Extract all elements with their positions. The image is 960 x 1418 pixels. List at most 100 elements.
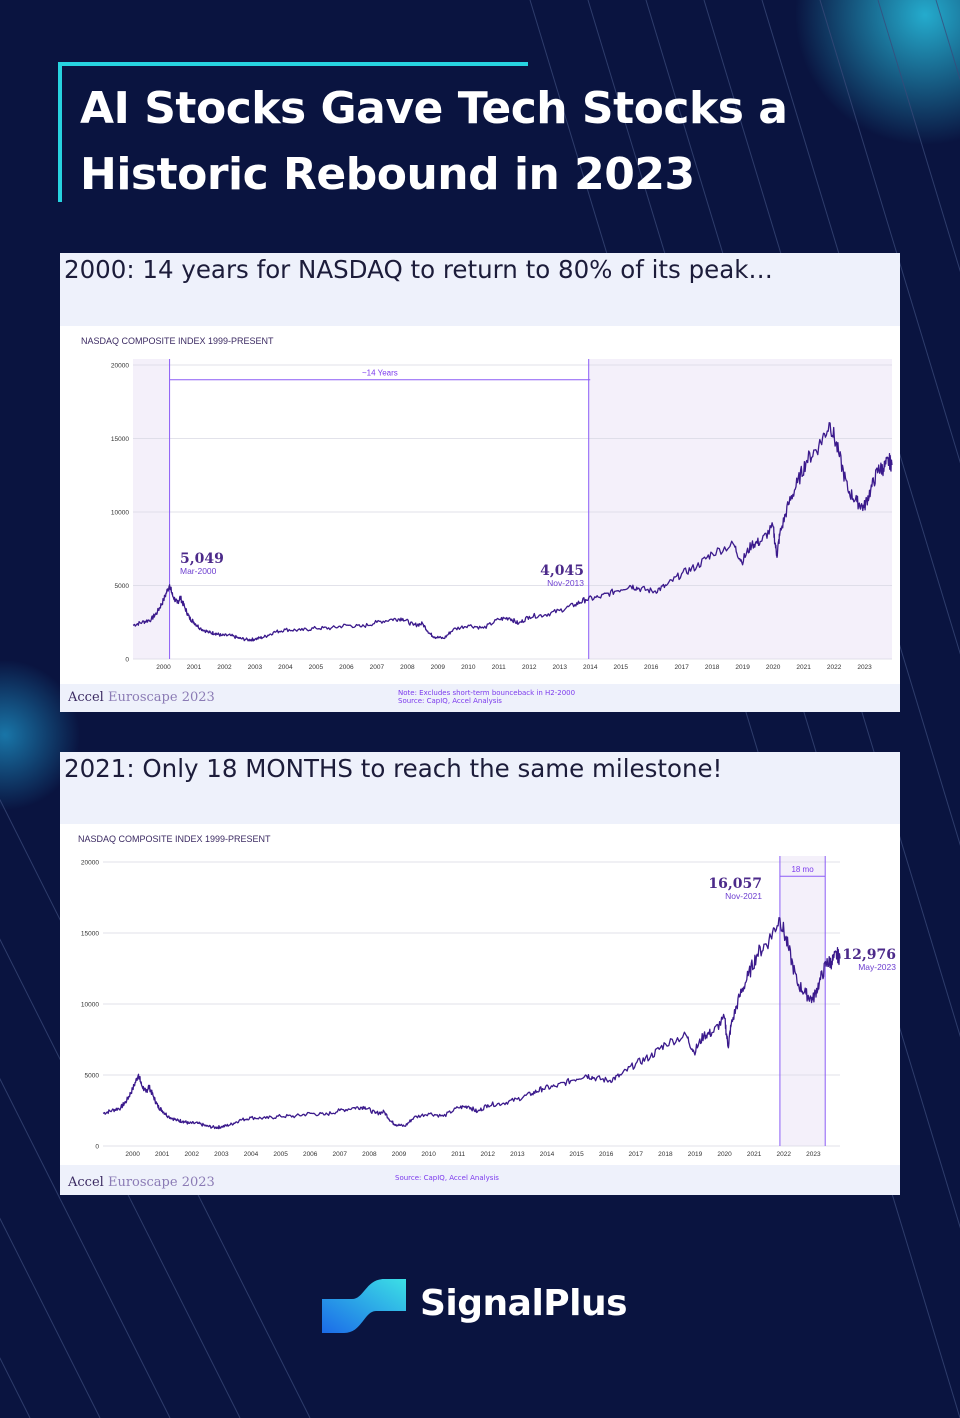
x-tick-label: 2003 (214, 1151, 229, 1158)
accel-logo-text: Accel (68, 690, 104, 705)
x-tick-label: 2002 (217, 664, 232, 671)
y-tick-label: 5000 (115, 583, 130, 590)
x-tick-label: 2004 (278, 664, 293, 671)
chart-note: Source: CapIQ, Accel Analysis (395, 1174, 499, 1182)
y-tick-label: 10000 (111, 510, 129, 517)
value-label: 5,049 (180, 551, 224, 567)
x-tick-label: 2016 (599, 1151, 614, 1158)
shaded-region (133, 359, 170, 659)
x-tick-label: 2000 (156, 664, 171, 671)
x-tick-label: 2021 (747, 1151, 762, 1158)
x-tick-label: 2009 (431, 664, 446, 671)
x-tick-label: 2012 (522, 664, 537, 671)
x-tick-label: 2020 (766, 664, 781, 671)
page-title-line-2: Historic Rebound in 2023 (80, 149, 695, 200)
x-tick-label: 2018 (705, 664, 720, 671)
bg-line (703, 0, 960, 846)
x-tick-label: 2018 (658, 1151, 673, 1158)
x-tick-label: 2021 (796, 664, 811, 671)
x-tick-label: 2022 (777, 1151, 792, 1158)
chart-card: NASDAQ COMPOSITE INDEX 1999-PRESENT 0 5000… (60, 824, 900, 1165)
note-line-1: Source: CapIQ, Accel Analysis (395, 1174, 499, 1182)
nasdaq-chart-2021: NASDAQ COMPOSITE INDEX 1999-PRESENT 0 5000… (78, 834, 896, 1158)
note-line-1: Note: Excludes short-term bounceback in … (398, 689, 576, 697)
y-tick-label: 5000 (85, 1073, 100, 1080)
x-tick-label: 2003 (248, 664, 263, 671)
date-label: Mar-2000 (180, 566, 217, 576)
x-tick-label: 2008 (362, 1151, 377, 1158)
x-tick-label: 2015 (613, 664, 628, 671)
chart-panel-2000: 2000: 14 years for NASDAQ to return to 8… (60, 253, 900, 712)
y-tick-label: 0 (95, 1144, 99, 1151)
x-tick-label: 2015 (569, 1151, 584, 1158)
bg-line (819, 0, 960, 464)
x-tick-label: 2007 (370, 664, 385, 671)
panel-footer: Accel Euroscape 2023 Source: CapIQ, Acce… (60, 1165, 900, 1195)
shaded-region (588, 359, 892, 659)
value-label: 12,976 (842, 947, 896, 963)
x-tick-label: 2009 (392, 1151, 407, 1158)
x-tick-label: 2012 (481, 1151, 496, 1158)
x-tick-label: 2011 (451, 1151, 465, 1158)
x-tick-label: 2005 (273, 1151, 288, 1158)
bg-line (761, 0, 960, 655)
date-label: May-2023 (858, 962, 896, 972)
brand-footer: SignalPlus (322, 1275, 642, 1339)
x-tick-label: 2001 (187, 664, 202, 671)
x-tick-label: 2023 (806, 1151, 821, 1158)
y-tick-label: 20000 (81, 860, 99, 867)
x-tick-label: 2017 (674, 664, 689, 671)
y-tick-label: 15000 (81, 931, 99, 938)
x-tick-label: 2004 (244, 1151, 259, 1158)
x-tick-label: 2007 (333, 1151, 348, 1158)
date-label: Nov-2013 (547, 578, 584, 588)
x-tick-label: 2019 (735, 664, 750, 671)
panel-heading: 2021: Only 18 MONTHS to reach the same m… (64, 754, 723, 783)
x-tick-label: 2011 (492, 664, 506, 671)
x-tick-label: 2001 (155, 1151, 170, 1158)
x-tick-label: 2013 (553, 664, 568, 671)
accel-logo-text: Accel (68, 1175, 104, 1190)
page-title: AI Stocks Gave Tech Stocks a Historic Re… (80, 76, 840, 208)
accel-logo: Accel Euroscape 2023 (68, 1175, 215, 1190)
x-tick-label: 2005 (309, 664, 324, 671)
x-tick-label: 2008 (400, 664, 415, 671)
x-tick-label: 2016 (644, 664, 659, 671)
x-tick-label: 2020 (717, 1151, 732, 1158)
accel-logo: Accel Euroscape 2023 (68, 690, 215, 705)
nasdaq-chart-2000: NASDAQ COMPOSITE INDEX 1999-PRESENT 0 5000… (81, 336, 893, 671)
x-tick-label: 2014 (540, 1151, 555, 1158)
y-tick-label: 0 (125, 657, 129, 664)
signalplus-logo-icon (322, 1279, 406, 1333)
note-line-2: Source: CapIQ, Accel Analysis (398, 697, 502, 705)
euroscape-logo-text: Euroscape 2023 (107, 1175, 215, 1190)
date-label: Nov-2021 (725, 891, 762, 901)
bg-line (877, 0, 960, 273)
span-label: ~14 Years (362, 369, 398, 378)
nasdaq-series-line (102, 917, 841, 1130)
x-tick-label: 2019 (688, 1151, 703, 1158)
chart-card: NASDAQ COMPOSITE INDEX 1999-PRESENT 0 5000… (60, 326, 900, 684)
brand-name: SignalPlus (420, 1283, 628, 1324)
chart-title: NASDAQ COMPOSITE INDEX 1999-PRESENT (81, 336, 274, 346)
title-accent-bar (58, 62, 528, 66)
x-tick-label: 2013 (510, 1151, 525, 1158)
x-tick-label: 2010 (421, 1151, 436, 1158)
chart-panel-2021: 2021: Only 18 MONTHS to reach the same m… (60, 752, 900, 1195)
panel-heading: 2000: 14 years for NASDAQ to return to 8… (64, 255, 773, 284)
bg-line (0, 1077, 171, 1418)
y-tick-label: 15000 (111, 436, 129, 443)
shaded-region (779, 856, 826, 1146)
x-tick-label: 2006 (303, 1151, 318, 1158)
value-label: 4,045 (540, 563, 584, 579)
chart-title: NASDAQ COMPOSITE INDEX 1999-PRESENT (78, 834, 271, 844)
x-tick-label: 2002 (185, 1151, 200, 1158)
page-title-line-1: AI Stocks Gave Tech Stocks a (80, 83, 788, 134)
bg-line (0, 1217, 101, 1418)
euroscape-logo-text: Euroscape 2023 (107, 690, 215, 705)
x-tick-label: 2023 (857, 664, 872, 671)
title-accent-side (58, 62, 62, 202)
x-tick-label: 2010 (461, 664, 476, 671)
x-tick-label: 2017 (629, 1151, 644, 1158)
y-tick-label: 10000 (81, 1002, 99, 1009)
